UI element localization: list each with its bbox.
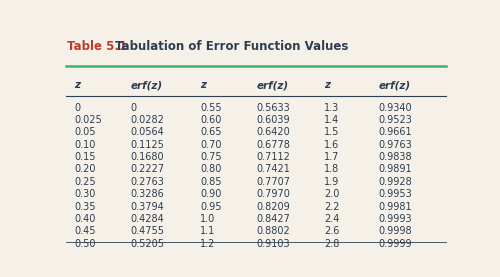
Text: Table 5.1: Table 5.1 bbox=[67, 40, 128, 53]
Text: 0.9891: 0.9891 bbox=[378, 165, 412, 175]
Text: 1.8: 1.8 bbox=[324, 165, 340, 175]
Text: erf(z): erf(z) bbox=[130, 80, 162, 90]
Text: 0.5633: 0.5633 bbox=[256, 102, 290, 112]
Text: 1.9: 1.9 bbox=[324, 177, 340, 187]
Text: 0.9998: 0.9998 bbox=[378, 226, 412, 236]
Text: 0.9953: 0.9953 bbox=[378, 189, 412, 199]
Text: 1.5: 1.5 bbox=[324, 127, 340, 137]
Text: Tabulation of Error Function Values: Tabulation of Error Function Values bbox=[115, 40, 348, 53]
Text: 0.05: 0.05 bbox=[74, 127, 96, 137]
Text: 0.70: 0.70 bbox=[200, 140, 222, 150]
Text: 0.025: 0.025 bbox=[74, 115, 102, 125]
Text: 0.1125: 0.1125 bbox=[130, 140, 164, 150]
Text: 0.60: 0.60 bbox=[200, 115, 222, 125]
Text: 0.65: 0.65 bbox=[200, 127, 222, 137]
Text: 0.25: 0.25 bbox=[74, 177, 96, 187]
Text: 0.9340: 0.9340 bbox=[378, 102, 412, 112]
Text: 0.95: 0.95 bbox=[200, 202, 222, 212]
Text: 0.8802: 0.8802 bbox=[256, 226, 290, 236]
Text: 0.9999: 0.9999 bbox=[378, 239, 412, 249]
Text: 1.2: 1.2 bbox=[200, 239, 216, 249]
Text: 0.1680: 0.1680 bbox=[130, 152, 164, 162]
Text: 1.0: 1.0 bbox=[200, 214, 216, 224]
Text: 0.85: 0.85 bbox=[200, 177, 222, 187]
Text: 0.35: 0.35 bbox=[74, 202, 96, 212]
Text: 0.9981: 0.9981 bbox=[378, 202, 412, 212]
Text: 0.5205: 0.5205 bbox=[130, 239, 164, 249]
Text: 0.9993: 0.9993 bbox=[378, 214, 412, 224]
Text: 0.80: 0.80 bbox=[200, 165, 222, 175]
Text: 0.3286: 0.3286 bbox=[130, 189, 164, 199]
Text: 0.20: 0.20 bbox=[74, 165, 96, 175]
Text: z: z bbox=[324, 80, 330, 90]
Text: 0.10: 0.10 bbox=[74, 140, 96, 150]
Text: 1.4: 1.4 bbox=[324, 115, 340, 125]
Text: 0.9838: 0.9838 bbox=[378, 152, 412, 162]
Text: 0.9103: 0.9103 bbox=[256, 239, 290, 249]
Text: 0.4755: 0.4755 bbox=[130, 226, 164, 236]
Text: 0.40: 0.40 bbox=[74, 214, 96, 224]
Text: 0.7421: 0.7421 bbox=[256, 165, 290, 175]
Text: 0.6778: 0.6778 bbox=[256, 140, 290, 150]
Text: 0.8209: 0.8209 bbox=[256, 202, 290, 212]
Text: 0.9523: 0.9523 bbox=[378, 115, 412, 125]
Text: 0.8427: 0.8427 bbox=[256, 214, 290, 224]
Text: 0.7112: 0.7112 bbox=[256, 152, 290, 162]
Text: erf(z): erf(z) bbox=[378, 80, 410, 90]
Text: 0.15: 0.15 bbox=[74, 152, 96, 162]
Text: 0.55: 0.55 bbox=[200, 102, 222, 112]
Text: 2.6: 2.6 bbox=[324, 226, 340, 236]
Text: 1.3: 1.3 bbox=[324, 102, 340, 112]
Text: 0.2227: 0.2227 bbox=[130, 165, 164, 175]
Text: 1.1: 1.1 bbox=[200, 226, 216, 236]
Text: 0.9661: 0.9661 bbox=[378, 127, 412, 137]
Text: z: z bbox=[74, 80, 80, 90]
Text: 0.6039: 0.6039 bbox=[256, 115, 290, 125]
Text: 1.7: 1.7 bbox=[324, 152, 340, 162]
Text: 2.4: 2.4 bbox=[324, 214, 340, 224]
Text: 0.75: 0.75 bbox=[200, 152, 222, 162]
Text: 0.50: 0.50 bbox=[74, 239, 96, 249]
Text: 0.0282: 0.0282 bbox=[130, 115, 164, 125]
Text: 0.7707: 0.7707 bbox=[256, 177, 290, 187]
Text: 0.30: 0.30 bbox=[74, 189, 96, 199]
Text: 0.7970: 0.7970 bbox=[256, 189, 290, 199]
Text: 0.45: 0.45 bbox=[74, 226, 96, 236]
Text: 2.8: 2.8 bbox=[324, 239, 340, 249]
Text: 0.9763: 0.9763 bbox=[378, 140, 412, 150]
Text: 0: 0 bbox=[130, 102, 136, 112]
Text: 0.90: 0.90 bbox=[200, 189, 222, 199]
Text: 0.4284: 0.4284 bbox=[130, 214, 164, 224]
Text: 0.2763: 0.2763 bbox=[130, 177, 164, 187]
Text: 1.6: 1.6 bbox=[324, 140, 340, 150]
Text: 0.6420: 0.6420 bbox=[256, 127, 290, 137]
Text: erf(z): erf(z) bbox=[256, 80, 288, 90]
Text: 0: 0 bbox=[74, 102, 80, 112]
Text: 2.0: 2.0 bbox=[324, 189, 340, 199]
Text: z: z bbox=[200, 80, 206, 90]
Text: 0.3794: 0.3794 bbox=[130, 202, 164, 212]
Text: 0.9928: 0.9928 bbox=[378, 177, 412, 187]
Text: 0.0564: 0.0564 bbox=[130, 127, 164, 137]
Text: 2.2: 2.2 bbox=[324, 202, 340, 212]
